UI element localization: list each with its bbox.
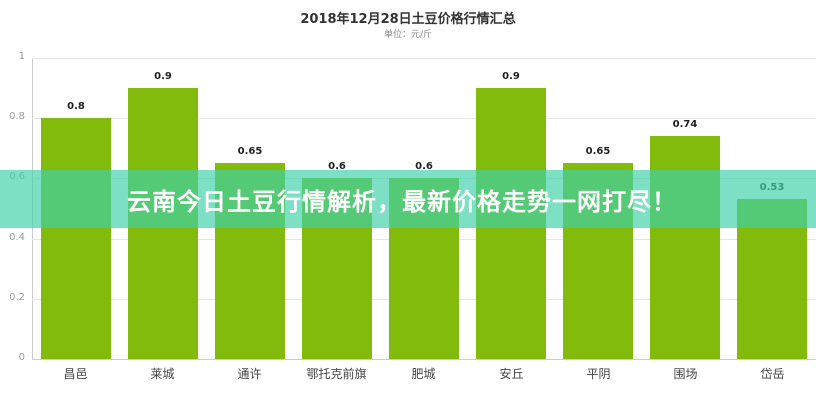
bar[interactable] xyxy=(41,118,111,359)
x-category-label: 岱岳 xyxy=(760,367,785,381)
bar-value-label: 0.65 xyxy=(585,146,611,157)
bar-value-label: 0.9 xyxy=(154,71,172,82)
chart-title: 2018年12月28日土豆价格行情汇总 xyxy=(300,12,516,27)
headline-banner: 云南今日土豆行情解析，最新价格走势一网打尽！ xyxy=(0,170,816,228)
y-tick-label: 0.2 xyxy=(9,292,25,303)
x-category-label: 莱城 xyxy=(150,367,175,381)
y-tick-label: 0.8 xyxy=(9,111,25,122)
gridline xyxy=(32,58,816,59)
chart-subtitle: 单位：元/斤 xyxy=(383,30,433,40)
y-tick-label: 1 xyxy=(18,51,25,62)
bar-value-label: 0.6 xyxy=(415,161,433,172)
bar-value-label: 0.8 xyxy=(67,101,85,112)
y-tick-label: 0 xyxy=(18,352,25,363)
bar-value-label: 0.9 xyxy=(502,71,520,82)
bar-value-label: 0.6 xyxy=(328,161,346,172)
headline-text: 云南今日土豆行情解析，最新价格走势一网打尽！ xyxy=(127,187,677,216)
x-category-label: 安丘 xyxy=(499,367,524,381)
x-category-label: 通许 xyxy=(237,367,262,381)
x-category-label: 鄂托克前旗 xyxy=(306,367,367,381)
x-category-label: 围场 xyxy=(673,367,698,381)
y-tick-label: 0.4 xyxy=(9,232,25,243)
bar-value-label: 0.65 xyxy=(237,146,263,157)
x-category-label: 昌邑 xyxy=(63,367,88,381)
x-category-label: 平阴 xyxy=(586,367,611,381)
x-category-label: 肥城 xyxy=(411,367,436,381)
gridline xyxy=(32,118,816,119)
x-axis-line xyxy=(32,359,816,360)
bar-value-label: 0.74 xyxy=(672,119,698,130)
